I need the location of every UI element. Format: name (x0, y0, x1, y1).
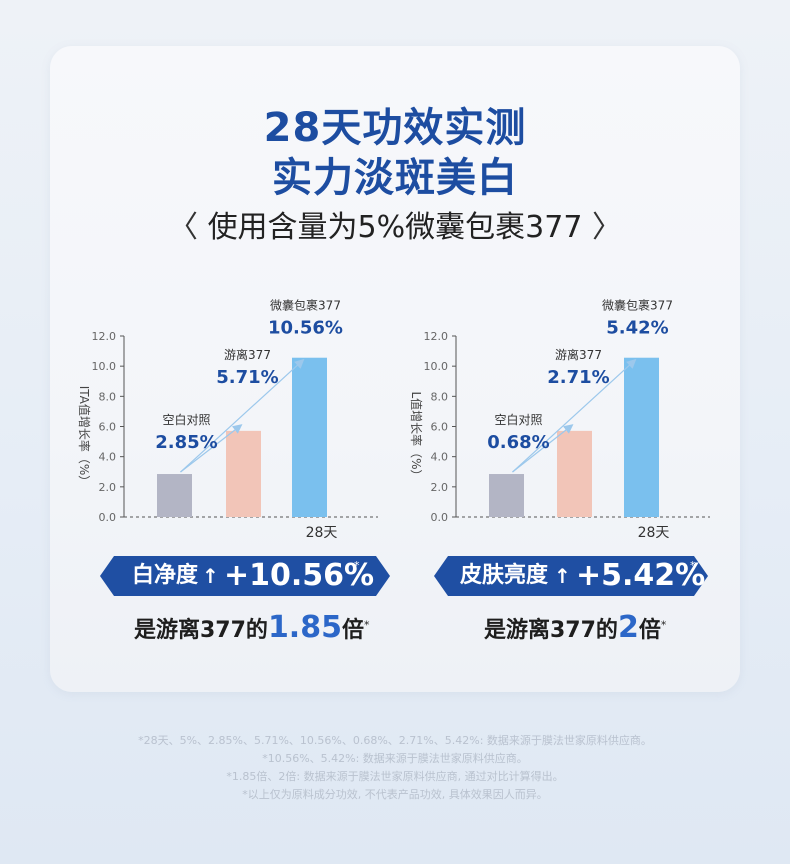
brightness-pill: 皮肤亮度 ↑ +5.42% * (434, 556, 708, 596)
y-tick-label: 4.0 (431, 451, 449, 464)
page-title-line2: 实力淡斑美白 (272, 155, 518, 201)
compare-prefix: 是游离377的 (484, 618, 618, 643)
compare-suffix: 倍 (638, 618, 661, 643)
y-tick-label: 8.0 (99, 390, 117, 403)
data-label: 2.85% (155, 432, 217, 453)
compare-number: 1.85 (267, 610, 342, 645)
footnote-3: *1.85倍、2倍: 数据来源于膜法世家原料供应商, 通过对比计算得出。 (226, 770, 564, 783)
arrow-to-bar-1 (512, 424, 574, 473)
compare-prefix: 是游离377的 (134, 618, 268, 643)
y-axis-label: ITA值增长率（%） (77, 386, 92, 488)
whiteness-value: +10.56% (224, 558, 375, 593)
data-label: 0.68% (487, 432, 549, 453)
series-name-label: 空白对照 (494, 412, 542, 427)
series-name-label: 游离377 (555, 347, 602, 362)
bar-2 (292, 357, 327, 517)
compare-mark: * (363, 618, 370, 632)
whiteness-mark: * (354, 559, 360, 572)
subtitle-right-bracket: 〉 (591, 210, 622, 245)
series-name-label: 游离377 (224, 347, 271, 362)
up-arrow-icon: ↑ (554, 564, 571, 588)
whiteness-label: 白净度 (132, 563, 199, 588)
brightness-compare: 是游离377的2倍* (484, 610, 666, 645)
y-tick-label: 4.0 (99, 451, 117, 464)
up-arrow-icon: ↑ (202, 564, 219, 588)
y-axis-label: L值增长率（%） (409, 391, 424, 481)
brightness-mark: * (690, 559, 696, 572)
y-tick-label: 6.0 (431, 421, 449, 434)
series-name-label: 空白对照 (162, 412, 210, 427)
y-tick-label: 0.0 (99, 511, 117, 524)
y-tick-label: 12.0 (424, 330, 449, 343)
data-label: 2.71% (547, 367, 609, 388)
y-tick-label: 0.0 (431, 511, 449, 524)
arrow-to-bar-2 (512, 358, 637, 473)
pill-shape (100, 556, 390, 596)
compare-mark: * (660, 618, 667, 632)
bar-1 (557, 430, 592, 517)
footnote-2: *10.56%、5.42%: 数据来源于膜法世家原料供应商。 (262, 752, 528, 765)
footnote-4: *以上仅为原料成分功效, 不代表产品功效, 具体效果因人而异。 (242, 788, 548, 801)
y-tick-label: 2.0 (99, 481, 117, 494)
y-tick-label: 2.0 (431, 481, 449, 494)
brightness-label: 皮肤亮度 (460, 563, 549, 588)
y-tick-label: 10.0 (92, 360, 117, 373)
footnote-1: *28天、5%、2.85%、5.71%、10.56%、0.68%、2.71%、5… (138, 734, 652, 747)
whiteness-compare: 是游离377的1.85倍* (134, 610, 369, 645)
series-name-label: 微囊包裹377 (602, 298, 673, 313)
y-tick-label: 8.0 (431, 390, 449, 403)
data-label: 10.56% (268, 318, 343, 339)
bar-0 (157, 474, 192, 517)
data-label: 5.71% (216, 367, 278, 388)
series-name-label: 微囊包裹377 (270, 298, 341, 313)
bar-1 (226, 430, 261, 517)
subtitle-text: 使用含量为5%微囊包裹377 (207, 210, 583, 245)
subtitle-left-bracket: 〈 (168, 210, 199, 245)
subtitle: 〈 使用含量为5%微囊包裹377 〉 (0, 208, 790, 248)
compare-number: 2 (617, 610, 639, 645)
x-tick-label: 28天 (306, 525, 338, 541)
bar-2 (624, 357, 659, 517)
y-tick-label: 10.0 (424, 360, 449, 373)
whiteness-pill: 白净度 ↑ +10.56% * (100, 556, 390, 596)
brightness-value: +5.42% (576, 558, 706, 593)
arrow-to-bar-1 (180, 424, 243, 473)
y-tick-label: 6.0 (99, 421, 117, 434)
arrow-to-bar-2 (180, 358, 305, 473)
bar-0 (489, 474, 524, 517)
page-title-line1: 28天功效实测 (263, 105, 527, 151)
y-tick-label: 12.0 (92, 330, 117, 343)
compare-suffix: 倍 (341, 618, 364, 643)
x-tick-label: 28天 (638, 525, 670, 541)
data-label: 5.42% (606, 318, 668, 339)
pill-shape (434, 556, 708, 596)
